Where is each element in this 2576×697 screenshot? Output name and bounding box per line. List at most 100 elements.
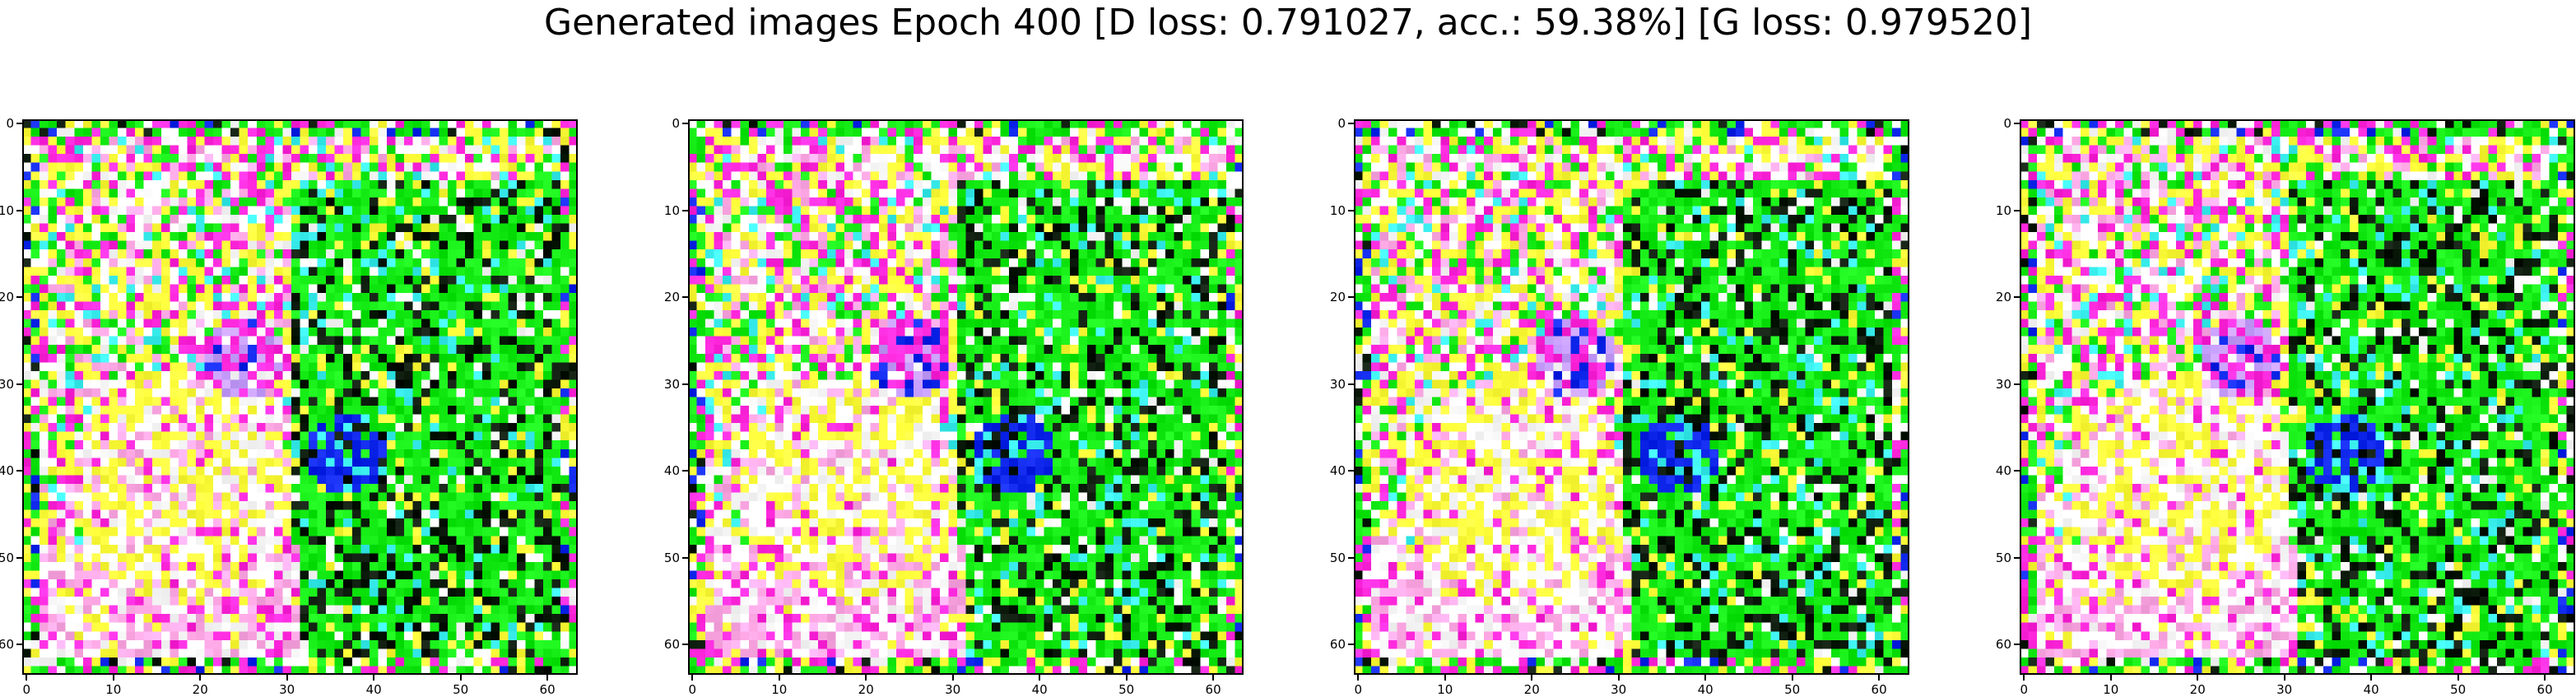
x-tick <box>1704 675 1707 681</box>
y-tick-label: 30 <box>1329 376 1346 392</box>
y-tick-label: 40 <box>1329 463 1346 479</box>
y-tick <box>16 644 22 646</box>
x-tick-label: 0 <box>1354 682 1363 697</box>
y-tick-label: 60 <box>663 637 680 653</box>
y-tick-label: 40 <box>1995 463 2011 479</box>
x-tick <box>2370 675 2373 681</box>
y-tick-label: 50 <box>663 550 680 565</box>
y-tick <box>1348 383 1354 385</box>
y-tick <box>2014 209 2020 211</box>
x-tick <box>865 675 867 681</box>
y-tick-label: 40 <box>663 463 680 479</box>
x-tick-label: 0 <box>22 682 31 697</box>
y-tick-label: 10 <box>1329 202 1346 218</box>
x-tick <box>1125 675 1128 681</box>
y-tick-label: 60 <box>1329 637 1346 653</box>
x-tick-label: 0 <box>2020 682 2029 697</box>
x-tick-label: 20 <box>1523 682 1540 697</box>
generated-image-1 <box>22 119 578 675</box>
y-tick <box>682 123 688 125</box>
y-tick <box>16 556 22 559</box>
x-tick <box>1878 675 1881 681</box>
generated-image-panel-2: 0 10 20 30 40 50 60 0 10 20 30 40 50 60 <box>664 116 1244 697</box>
x-tick <box>2197 675 2199 681</box>
x-tick <box>2457 675 2459 681</box>
y-tick <box>682 383 688 385</box>
x-tick-label: 30 <box>1611 682 1627 697</box>
y-tick <box>2014 383 2020 385</box>
x-tick <box>2109 675 2112 681</box>
x-tick-label: 10 <box>771 682 788 697</box>
y-tick-label: 0 <box>672 116 680 132</box>
x-tick <box>2023 675 2025 681</box>
x-tick <box>2544 675 2546 681</box>
x-tick-label: 50 <box>1118 682 1135 697</box>
y-tick <box>2014 556 2020 559</box>
y-tick <box>2014 123 2020 125</box>
generated-image-2 <box>688 119 1244 675</box>
y-tick-label: 0 <box>1337 116 1346 132</box>
x-tick <box>1357 675 1360 681</box>
y-tick <box>682 470 688 472</box>
x-tick <box>1212 675 1215 681</box>
y-tick-label: 20 <box>1329 290 1346 305</box>
x-tick-label: 60 <box>2536 682 2553 697</box>
y-tick-label: 20 <box>1995 290 2011 305</box>
generated-image-3 <box>1354 119 1909 675</box>
y-tick-label: 10 <box>1995 202 2011 218</box>
y-tick <box>2014 644 2020 646</box>
x-tick-label: 30 <box>945 682 961 697</box>
x-tick <box>1444 675 1446 681</box>
y-tick <box>682 644 688 646</box>
x-tick <box>546 675 549 681</box>
x-tick <box>778 675 780 681</box>
x-tick-label: 20 <box>858 682 874 697</box>
x-tick <box>26 675 28 681</box>
x-tick-label: 20 <box>2189 682 2206 697</box>
x-tick-label: 20 <box>192 682 208 697</box>
y-tick-label: 0 <box>2003 116 2011 132</box>
x-tick-label: 60 <box>539 682 556 697</box>
y-tick-label: 10 <box>0 202 14 218</box>
x-tick-label: 30 <box>279 682 295 697</box>
y-tick <box>1348 209 1354 211</box>
x-tick-label: 10 <box>2103 682 2119 697</box>
x-tick <box>112 675 114 681</box>
x-tick <box>459 675 462 681</box>
y-tick <box>16 470 22 472</box>
x-tick-label: 10 <box>105 682 122 697</box>
x-tick-label: 0 <box>688 682 697 697</box>
x-tick-label: 60 <box>1871 682 1887 697</box>
x-tick <box>691 675 694 681</box>
x-tick-label: 40 <box>1697 682 1713 697</box>
y-tick <box>1348 296 1354 299</box>
x-tick-label: 10 <box>1437 682 1453 697</box>
x-tick-label: 40 <box>2363 682 2379 697</box>
x-tick <box>1039 675 1041 681</box>
y-tick <box>16 296 22 299</box>
y-tick-label: 50 <box>0 550 14 565</box>
y-tick <box>682 296 688 299</box>
generated-image-panel-1: 0 10 20 30 40 50 60 0 10 20 30 40 50 60 <box>0 116 578 697</box>
x-tick-label: 40 <box>365 682 382 697</box>
y-tick <box>16 209 22 211</box>
y-tick <box>1348 644 1354 646</box>
y-tick-label: 40 <box>0 463 14 479</box>
x-tick <box>951 675 954 681</box>
y-tick <box>2014 296 2020 299</box>
x-tick <box>2283 675 2285 681</box>
x-tick <box>199 675 202 681</box>
x-tick <box>286 675 288 681</box>
x-tick <box>373 675 375 681</box>
y-tick <box>682 556 688 559</box>
y-tick-label: 50 <box>1329 550 1346 565</box>
y-tick-label: 20 <box>0 290 14 305</box>
x-tick-label: 50 <box>1784 682 1801 697</box>
y-tick <box>1348 556 1354 559</box>
figure-suptitle: Generated images Epoch 400 [D loss: 0.79… <box>543 2 2033 44</box>
y-tick-label: 50 <box>1995 550 2011 565</box>
y-tick <box>1348 123 1354 125</box>
x-tick-label: 40 <box>1031 682 1048 697</box>
x-tick-label: 50 <box>2450 682 2467 697</box>
y-tick <box>2014 470 2020 472</box>
